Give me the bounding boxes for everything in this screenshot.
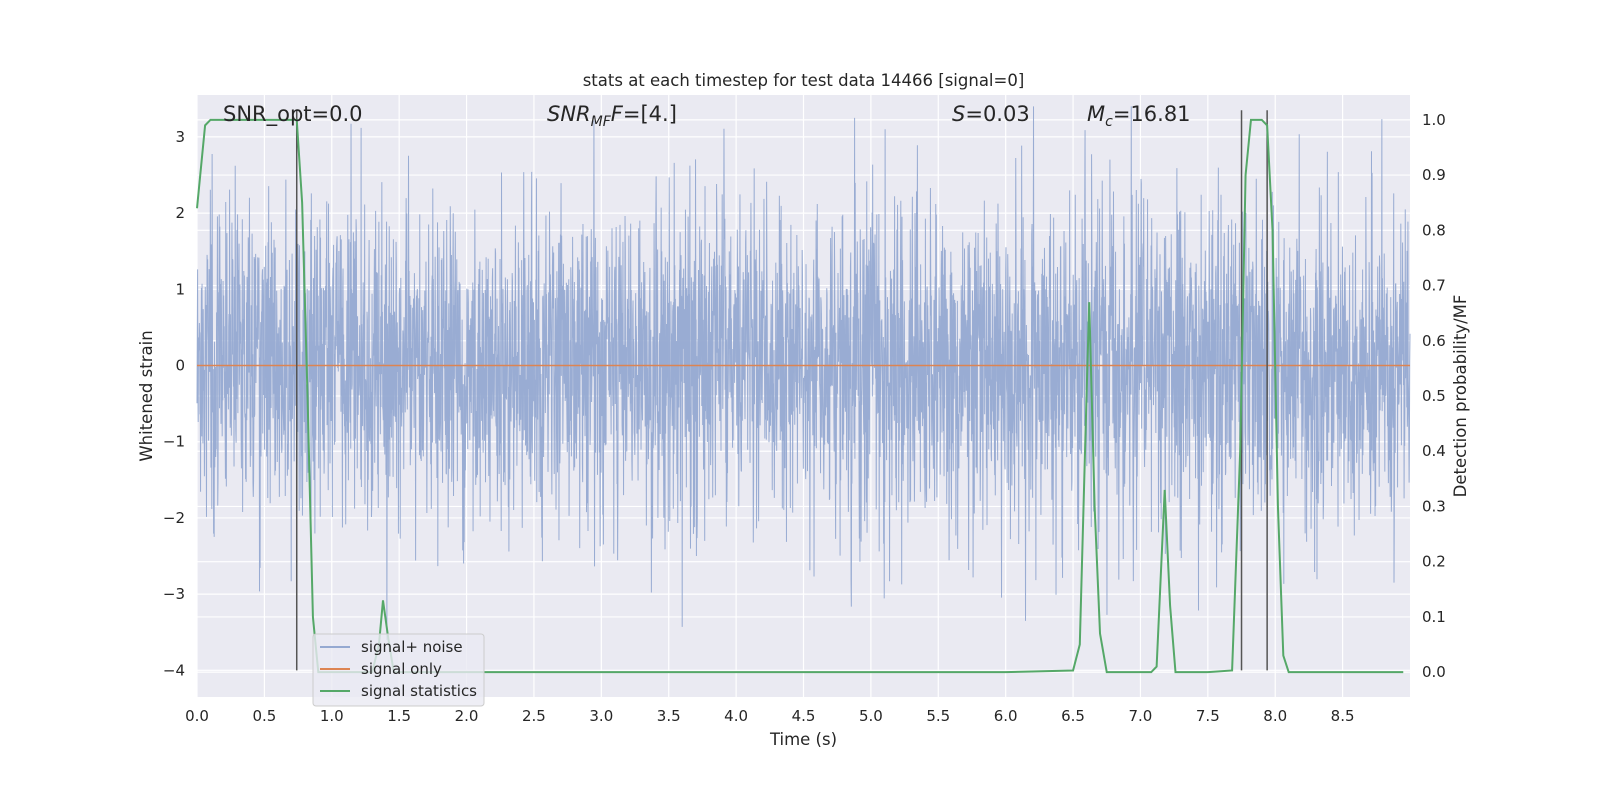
- annotation-snr-mf-sub: MF: [591, 114, 612, 130]
- annotation-s-symbol: S: [952, 102, 965, 126]
- annotation-snr-mf-f: F: [611, 102, 624, 126]
- series-line-signal-noise: [196, 106, 1411, 640]
- y2-tick-label: 0.4: [1422, 442, 1446, 460]
- annotation-snr-mf: SNRMFF=[4.]: [547, 102, 677, 130]
- annotation-mc: Mc=16.81: [1087, 102, 1191, 130]
- y2-tick-label: 0.7: [1422, 277, 1446, 295]
- series-line-signal-statistics: [196, 118, 1404, 674]
- annotation-snr-opt: SNR_opt=0.0: [223, 102, 363, 127]
- x-tick-label: 0.0: [185, 707, 209, 725]
- y2-tick-label: 0.1: [1422, 608, 1446, 626]
- y-tick-label: 2: [175, 204, 185, 222]
- x-tick-label: 7.5: [1196, 707, 1220, 725]
- annotation-mc-symbol: M: [1087, 102, 1105, 126]
- y-axis-label: Whitened strain: [137, 330, 156, 461]
- y-tick-label: −3: [163, 585, 185, 603]
- x-tick-label: 3.0: [589, 707, 613, 725]
- x-axis-label: Time (s): [769, 730, 837, 749]
- legend-box: [312, 633, 485, 707]
- y2-tick-label: 1.0: [1422, 111, 1446, 129]
- x-tick-label: 3.5: [657, 707, 681, 725]
- y-tick-label: −4: [163, 661, 185, 679]
- x-tick-label: 5.5: [926, 707, 950, 725]
- x-tick-label: 8.5: [1331, 707, 1355, 725]
- annotation-s: S=0.03: [952, 102, 1030, 126]
- y-ticks: 3 2 1 0 −1 −2 −3 −4: [163, 128, 185, 679]
- legend-label: signal statistics: [361, 682, 477, 700]
- x-tick-label: 0.5: [252, 707, 276, 725]
- y2-tick-label: 0.5: [1422, 387, 1446, 405]
- y-tick-label: −1: [163, 433, 185, 451]
- legend: signal+ noise signal only signal statistic…: [312, 633, 485, 707]
- legend-label: signal+ noise: [361, 638, 463, 656]
- x-tick-label: 7.0: [1129, 707, 1153, 725]
- y2-tick-label: 0.2: [1422, 553, 1446, 571]
- y2-tick-label: 0.8: [1422, 221, 1446, 239]
- x-tick-label: 4.5: [792, 707, 816, 725]
- annotation-s-value: =0.03: [965, 102, 1029, 126]
- y2-tick-label: 0.9: [1422, 166, 1446, 184]
- x-tick-label: 5.0: [859, 707, 883, 725]
- annotation-mc-value: =16.81: [1113, 102, 1191, 126]
- x-tick-label: 1.5: [387, 707, 411, 725]
- y-tick-label: 0: [175, 357, 185, 375]
- chart-title: stats at each timestep for test data 144…: [583, 71, 1025, 90]
- legend-items: signal+ noise signal only signal statistic…: [320, 638, 477, 700]
- x-tick-label: 2.5: [522, 707, 546, 725]
- y2-tick-label: 0.6: [1422, 332, 1446, 350]
- x-tick-label: 2.0: [455, 707, 479, 725]
- y2-tick-label: 0.0: [1422, 663, 1446, 681]
- x-tick-label: 8.0: [1263, 707, 1287, 725]
- y-tick-label: 3: [175, 128, 185, 146]
- x-tick-label: 6.0: [994, 707, 1018, 725]
- x-tick-label: 6.5: [1061, 707, 1085, 725]
- y-tick-label: 1: [175, 280, 185, 298]
- annotation-snr-mf-symbol: SNR: [547, 102, 591, 126]
- y2-tick-label: 0.3: [1422, 497, 1446, 515]
- annotation-mc-sub: c: [1105, 114, 1113, 130]
- y-tick-label: −2: [163, 509, 185, 527]
- stats-series-layer: [196, 118, 1404, 674]
- annotation-snr-mf-value: =[4.]: [623, 102, 677, 126]
- x-tick-label: 4.0: [724, 707, 748, 725]
- x-ticks: 0.0 0.5 1.0 1.5 2.0 2.5 3.0 3.5 4.0 4.5 5.0 5.5 6.0 6…: [185, 707, 1354, 725]
- y2-ticks: 1.0 0.9 0.8 0.7 0.6 0.5 0.4 0.3 0.2 0.1 0.0: [1422, 111, 1446, 681]
- y2-axis-label: Detection probability/MF: [1451, 295, 1470, 498]
- x-tick-label: 1.0: [320, 707, 344, 725]
- noise-series-layer: [196, 106, 1411, 640]
- legend-label: signal only: [361, 660, 442, 678]
